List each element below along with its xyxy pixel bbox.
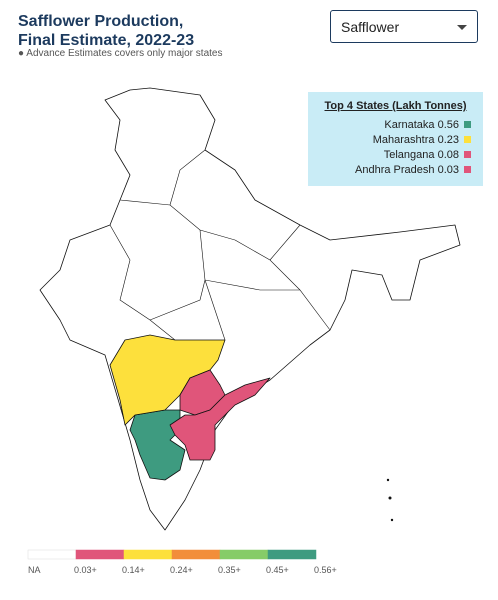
scale-label: 0.45+ — [266, 565, 289, 575]
scale-swatch — [267, 549, 317, 560]
state-name: Karnataka — [384, 119, 435, 131]
scale-swatch — [219, 549, 269, 560]
dropdown[interactable]: Safflower — [330, 10, 478, 43]
state-swatch — [464, 151, 471, 158]
state-row: Andhra Pradesh 0.03 — [308, 163, 483, 178]
state-value: 0.03 — [437, 164, 459, 176]
state-name: Maharashtra — [372, 134, 435, 146]
scale-label: NA — [28, 565, 41, 575]
state-name: Telangana — [383, 149, 435, 161]
state-swatch — [464, 166, 471, 173]
state-value: 0.56 — [437, 119, 459, 131]
scale-label: 0.56+ — [314, 565, 337, 575]
island — [386, 478, 390, 482]
state-row: Maharashtra 0.23 — [308, 133, 483, 148]
scale-label: 0.14+ — [122, 565, 145, 575]
title-line: Safflower Production, — [18, 13, 184, 30]
dropdown-value: Safflower — [341, 19, 400, 35]
state-swatch — [464, 136, 471, 143]
state-row: Telangana 0.08 — [308, 148, 483, 163]
title-line: Final Estimate, 2022-23 — [18, 32, 195, 49]
top-states-box: Top 4 States (Lakh Tonnes) Karnataka 0.5… — [308, 92, 483, 186]
state-value: 0.08 — [437, 149, 459, 161]
scale-label: 0.35+ — [218, 565, 241, 575]
island — [390, 518, 394, 522]
state-borders — [109, 149, 331, 341]
top-states-title: Top 4 States (Lakh Tonnes) — [324, 100, 467, 112]
state-value: 0.23 — [437, 134, 459, 146]
scale-swatch — [171, 549, 221, 560]
note: ● Advance Estimates covers only major st… — [18, 48, 223, 59]
scale-swatch — [123, 549, 173, 560]
state-row: Karnataka 0.56 — [308, 118, 483, 133]
state-swatch — [464, 121, 471, 128]
scale-swatch — [75, 549, 125, 560]
scale-swatch — [27, 549, 77, 560]
state-shape — [169, 377, 271, 461]
scale-label: 0.03+ — [74, 565, 97, 575]
state-name: Andhra Pradesh — [355, 164, 435, 176]
note-text: Advance Estimates covers only major stat… — [26, 48, 223, 59]
scale-label: 0.24+ — [170, 565, 193, 575]
island — [388, 496, 392, 500]
